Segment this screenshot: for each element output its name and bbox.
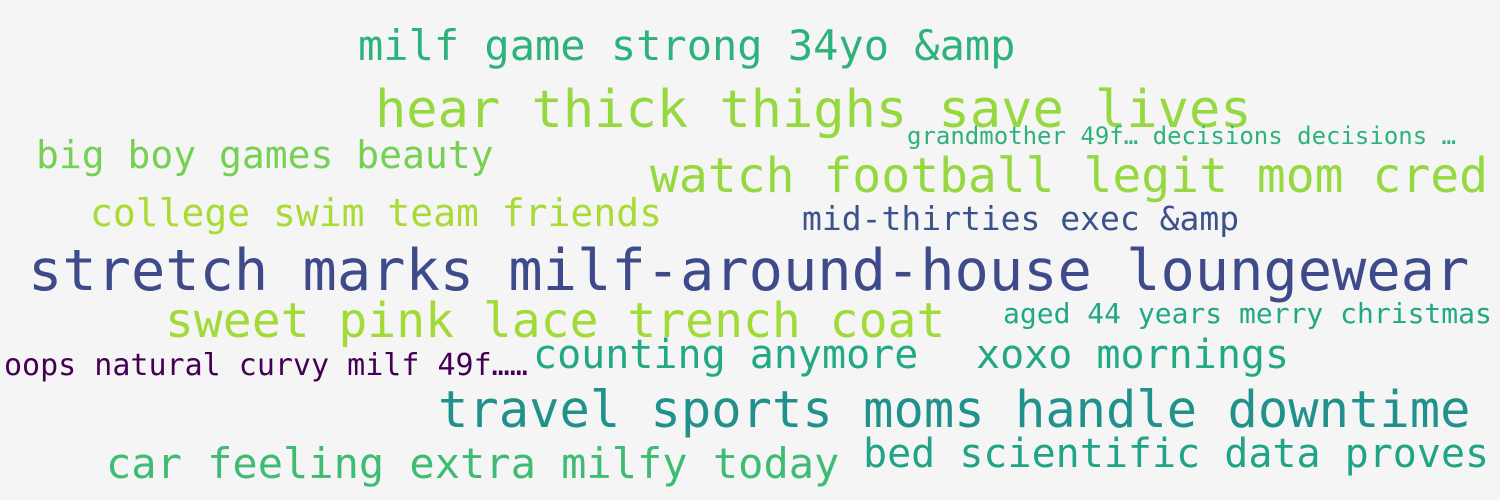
word-cloud-term: mid-thirties exec &amp [802,199,1240,238]
word-cloud-term: college swim team friends [90,191,662,235]
word-cloud-term: xoxo mornings [976,332,1290,378]
word-cloud-term: hear thick thighs save lives [375,80,1252,140]
word-cloud-term: big boy games beauty [36,133,494,177]
word-cloud-term: oops natural curvy milf 49f…… [4,348,528,383]
word-cloud-term: grandmother 49f… decisions decisions … [907,122,1457,150]
word-cloud-term: milf game strong 34yo &amp [358,21,1016,70]
word-cloud-term: bed scientific data proves [863,431,1490,477]
word-cloud-term: car feeling extra milfy today [106,439,840,488]
word-cloud-term: watch football legit mom cred [650,148,1489,204]
word-cloud-term: stretch marks milf-around-house loungewe… [28,238,1470,304]
word-cloud-term: sweet pink lace trench coat [165,293,946,349]
word-cloud-term: counting anymore [533,332,919,378]
word-cloud-term: aged 44 years merry christmas [1003,297,1492,330]
word-cloud-term: travel sports moms handle downtime [438,380,1471,439]
